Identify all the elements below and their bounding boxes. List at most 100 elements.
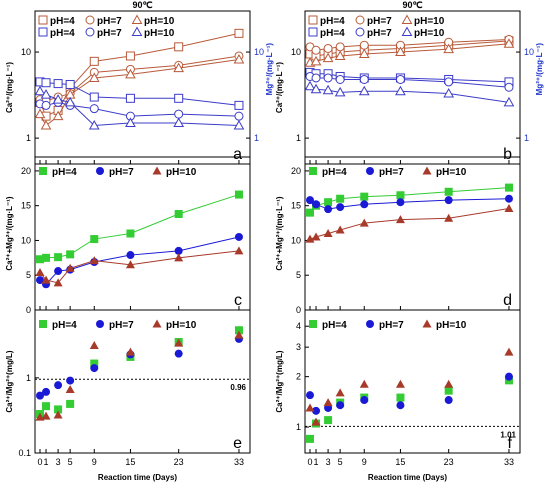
data-point [174, 42, 184, 52]
legend-marker [152, 166, 162, 175]
y-tick-label: 1 [296, 133, 301, 143]
data-point [360, 192, 369, 201]
legend-label: pH=7 [367, 28, 392, 39]
panel-letter: f [508, 435, 513, 452]
panel-c: 0 5 10 15 20 Ca²⁺+Mg²⁺/(mg·L⁻¹) pH=4 pH=7 pH=10 c [5, 156, 251, 315]
data-point [504, 203, 514, 212]
data-point [40, 120, 52, 130]
data-point [53, 278, 63, 287]
legend-marker [309, 320, 317, 328]
legend-marker [401, 26, 413, 36]
data-point [90, 359, 99, 368]
data-point [174, 93, 184, 103]
y-tick-label: 10 [291, 235, 301, 245]
data-point [323, 398, 333, 407]
panel-frame [304, 10, 521, 165]
data-point [66, 250, 75, 259]
x-tick-label: 9 [92, 457, 97, 467]
legend-marker [308, 27, 318, 37]
legend-label: pH=10 [166, 167, 197, 178]
data-point [54, 405, 63, 414]
legend: pH=4 pH=7 pH=10 [39, 166, 197, 178]
data-point [34, 108, 46, 119]
legend-marker [152, 319, 162, 328]
y-axis-title: Ca²⁺+Mg²⁺/(mg·L⁻¹) [5, 196, 14, 271]
data-point [359, 74, 369, 84]
legend-marker [308, 15, 318, 25]
legend-label: pH=7 [367, 16, 392, 27]
series-pH10-mg [34, 85, 245, 130]
series-pH10 [305, 203, 514, 243]
legend-label: pH=10 [436, 320, 467, 331]
y2-axis-title: Mg²⁺/(mg·L⁻¹) [535, 43, 544, 96]
data-point [64, 96, 76, 107]
data-point [324, 198, 333, 207]
data-point [395, 85, 406, 96]
data-point [322, 52, 334, 63]
data-point [234, 232, 243, 241]
data-point [444, 379, 454, 388]
legend-label: pH=4 [50, 28, 75, 39]
legend-label: pH=4 [52, 167, 77, 178]
data-point [66, 376, 75, 385]
legend-label: pH=10 [144, 16, 175, 27]
legend-label: pH=4 [50, 16, 75, 27]
x-tick-label: 0 [37, 457, 42, 467]
x-tick-label: 23 [174, 457, 184, 467]
data-point [335, 388, 345, 397]
panel-d: 0 5 10 15 20 Ca²⁺+Mg²⁺/(mg·L⁻¹) pH=4 pH=7 pH=10 d [275, 156, 521, 315]
data-point [504, 347, 514, 356]
data-point [311, 73, 321, 83]
data-point [334, 86, 346, 97]
y2-axis-title: Mg²⁺/(mg·L⁻¹) [265, 43, 274, 96]
data-point [54, 381, 63, 390]
y-tick-label: 20 [21, 166, 31, 176]
y-tick-label: 2 [296, 372, 301, 382]
data-point [88, 120, 100, 130]
data-point [503, 38, 515, 48]
series-pH10 [35, 330, 244, 421]
data-point [90, 235, 99, 244]
legend-label: pH=10 [436, 167, 467, 178]
data-point [444, 213, 454, 222]
data-point [396, 198, 405, 207]
data-point [358, 48, 370, 58]
y-tick-label: 5 [296, 270, 301, 280]
x-tick-label: 33 [234, 457, 244, 467]
x-tick-label: 1 [314, 457, 319, 467]
y2-tick-label: 1 [254, 133, 259, 143]
data-point [504, 372, 513, 381]
data-point [41, 78, 51, 88]
data-point [233, 120, 245, 130]
data-point [396, 401, 405, 410]
series-pH4 [36, 190, 243, 264]
legend-label: pH=10 [414, 16, 445, 27]
data-point [52, 110, 64, 121]
data-point [52, 94, 64, 104]
panel-letter: a [233, 146, 242, 163]
data-point [336, 203, 345, 212]
data-point [304, 80, 316, 91]
y-tick-label: 10 [21, 47, 31, 57]
legend-label: pH=7 [379, 320, 404, 331]
data-point [360, 200, 369, 209]
series-line [39, 194, 240, 260]
data-point [444, 196, 453, 205]
data-point [234, 100, 244, 110]
legend-marker [309, 167, 317, 175]
data-point [88, 72, 100, 82]
data-point [89, 256, 99, 265]
data-point [444, 396, 453, 405]
data-point [173, 62, 185, 73]
data-point [503, 96, 515, 107]
data-point [335, 225, 345, 234]
panel-letter: e [233, 435, 242, 452]
data-point [323, 43, 333, 53]
data-point [233, 53, 245, 64]
data-point [174, 349, 183, 358]
y2-tick-label: 10 [254, 47, 264, 57]
y-axis-title: Ca²⁺+Mg²⁺/(mg·L⁻¹) [275, 196, 284, 271]
